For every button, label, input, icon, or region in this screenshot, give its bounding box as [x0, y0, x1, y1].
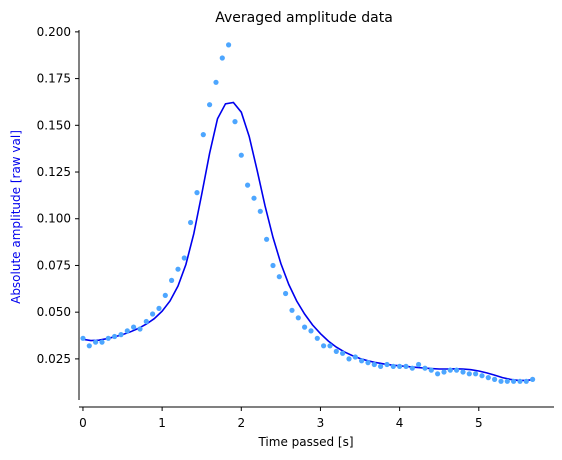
- data-point: [473, 371, 479, 377]
- data-point: [460, 369, 466, 375]
- data-point: [435, 371, 441, 377]
- data-point: [150, 311, 156, 317]
- data-point: [289, 307, 295, 313]
- data-point: [99, 339, 105, 345]
- y-tick-label: 0.025: [37, 352, 71, 366]
- data-point: [226, 42, 232, 48]
- y-tick-label: 0.100: [37, 212, 71, 226]
- data-point: [232, 119, 238, 125]
- data-point: [384, 361, 390, 368]
- data-point: [447, 367, 453, 373]
- data-point: [188, 219, 194, 226]
- data-point: [428, 367, 434, 373]
- data-point: [105, 335, 111, 341]
- data-point: [346, 356, 352, 362]
- data-point: [530, 376, 536, 382]
- x-tick-label: 4: [396, 416, 404, 430]
- data-point: [454, 367, 460, 373]
- data-point: [169, 277, 175, 283]
- data-point: [181, 255, 187, 261]
- data-point: [238, 152, 244, 158]
- x-tick-label: 1: [158, 416, 166, 430]
- data-point: [257, 208, 263, 214]
- data-point: [219, 55, 225, 61]
- data-point: [378, 363, 384, 369]
- data-point: [352, 354, 358, 360]
- data-point: [321, 343, 327, 349]
- data-point: [327, 343, 333, 349]
- data-point: [416, 361, 422, 368]
- y-ticks: 0.025 0.050 0.075 0.100 0.125 0.150 0.175 0.200: [37, 25, 79, 366]
- data-point: [359, 358, 365, 364]
- data-point: [422, 365, 428, 371]
- data-point: [86, 343, 92, 349]
- data-point: [485, 375, 491, 381]
- y-tick-label: 0.125: [37, 165, 71, 179]
- data-point: [80, 335, 86, 341]
- data-point: [207, 102, 213, 108]
- y-axis-label: Absolute amplitude [raw val]: [9, 130, 23, 304]
- data-point: [302, 324, 308, 330]
- data-point: [112, 333, 118, 340]
- fit-line: [82, 101, 535, 382]
- data-point: [333, 348, 339, 354]
- data-point: [479, 373, 485, 379]
- data-point: [264, 236, 270, 242]
- data-point: [295, 315, 301, 321]
- data-point: [124, 328, 130, 334]
- data-point: [162, 292, 168, 298]
- data-point: [245, 182, 251, 188]
- x-tick-label: 5: [475, 416, 483, 430]
- data-point: [492, 376, 498, 382]
- data-point: [194, 190, 200, 196]
- data-point: [441, 369, 447, 375]
- data-point: [517, 378, 523, 384]
- chart-title: Averaged amplitude data: [215, 10, 393, 26]
- data-point: [371, 361, 377, 368]
- data-point: [137, 326, 143, 332]
- data-point: [409, 365, 415, 371]
- y-tick-label: 0.050: [37, 305, 71, 319]
- data-point: [175, 266, 181, 272]
- data-point: [397, 363, 403, 369]
- data-point: [143, 318, 149, 325]
- y-tick-label: 0.075: [37, 258, 71, 272]
- x-tick-label: 0: [79, 416, 87, 430]
- data-point: [200, 132, 206, 138]
- data-point: [156, 305, 162, 311]
- y-tick-label: 0.175: [37, 72, 71, 86]
- data-point: [314, 335, 320, 341]
- data-point: [498, 378, 504, 384]
- data-point: [118, 332, 124, 338]
- data-point: [466, 371, 472, 377]
- data-point: [390, 363, 396, 369]
- fit-series: [82, 101, 535, 382]
- y-tick-label: 0.150: [37, 118, 71, 132]
- data-point: [523, 378, 529, 384]
- data-point: [213, 79, 219, 85]
- x-ticks: 0 1 2 3 4 5: [79, 407, 483, 430]
- data-point: [340, 350, 346, 356]
- data-point: [270, 262, 276, 269]
- x-axis-label: Time passed [s]: [257, 435, 353, 449]
- x-tick-label: 3: [317, 416, 325, 430]
- data-point: [365, 360, 371, 366]
- data-point: [283, 290, 289, 297]
- data-point: [131, 324, 137, 330]
- data-point: [504, 378, 510, 384]
- x-tick-label: 2: [237, 416, 245, 430]
- data-point: [276, 274, 282, 280]
- data-point: [93, 339, 99, 345]
- data-point: [251, 195, 257, 201]
- y-tick-label: 0.200: [37, 25, 71, 39]
- scatter-series: [80, 42, 536, 384]
- data-point: [403, 363, 409, 369]
- data-point: [308, 328, 314, 334]
- data-point: [510, 378, 517, 384]
